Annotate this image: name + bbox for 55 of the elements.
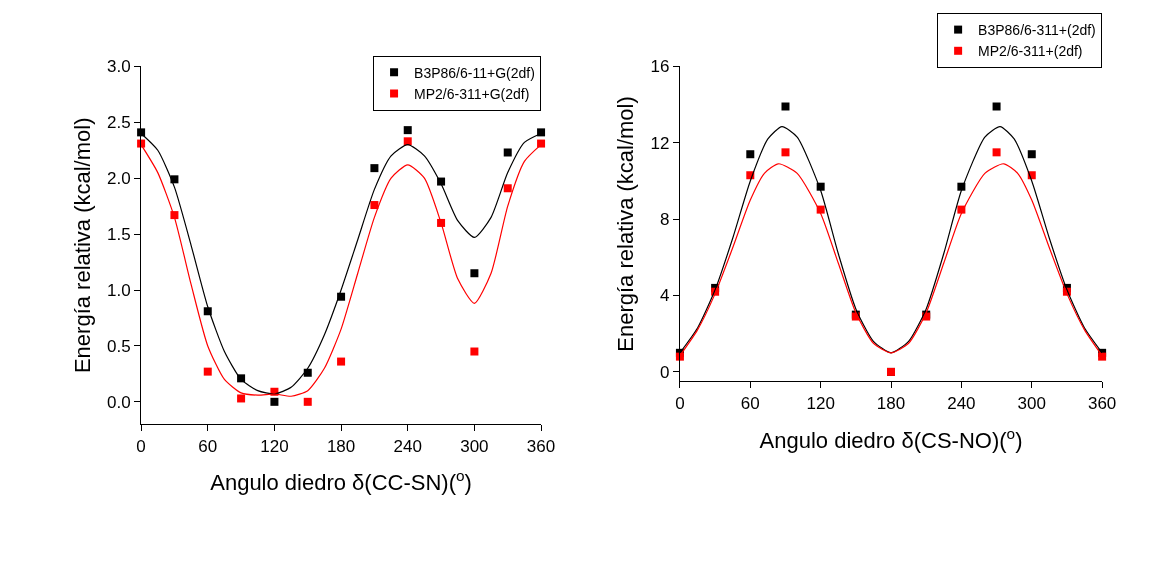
y-tick-label: 8 bbox=[660, 210, 670, 230]
y-tick-label: 2.0 bbox=[107, 169, 131, 189]
point bbox=[503, 184, 512, 193]
legend-label: B3P86/6-11+G(2df) bbox=[414, 64, 535, 81]
y-tick-label: 16 bbox=[650, 57, 670, 77]
x-tick-label: 60 bbox=[740, 393, 760, 413]
x-axis-title: Angulo diedro δ(CS-NO)($^{o}$) bbox=[759, 424, 1023, 453]
point bbox=[470, 269, 479, 278]
x-tick-label: 0 bbox=[136, 436, 146, 456]
x-tick-label: 180 bbox=[326, 436, 356, 456]
x-tick-label: 60 bbox=[198, 436, 218, 456]
point bbox=[537, 128, 546, 137]
legend-label: MP2/6-311+(2df) bbox=[978, 43, 1083, 60]
point bbox=[992, 148, 1001, 157]
point bbox=[992, 102, 1001, 111]
y-axis-title: Energía relativa (kcal/mol) bbox=[613, 96, 639, 352]
y-tick-label: 12 bbox=[650, 133, 670, 153]
y-tick-label: 3.0 bbox=[107, 57, 131, 77]
y-tick-label: 0.5 bbox=[107, 336, 131, 356]
point bbox=[337, 357, 346, 366]
x-tick-label: 360 bbox=[1087, 393, 1117, 413]
y-axis-title: Energía relativa (kcal/mol) bbox=[69, 117, 95, 374]
legend-label: MP2/6-311+G(2df) bbox=[414, 85, 530, 102]
x-tick-label: 240 bbox=[393, 436, 422, 456]
x-tick-label: 180 bbox=[876, 393, 906, 413]
y-tick-label: 2.5 bbox=[107, 113, 131, 133]
x-tick-label: 120 bbox=[260, 436, 289, 456]
point bbox=[237, 394, 246, 403]
point bbox=[303, 397, 312, 406]
point bbox=[1027, 150, 1036, 159]
x-tick-label: 300 bbox=[460, 436, 489, 456]
point bbox=[370, 164, 379, 173]
x-tick-label: 0 bbox=[675, 393, 685, 413]
point bbox=[781, 102, 790, 111]
point bbox=[403, 126, 412, 135]
x-tick-label: 360 bbox=[526, 436, 556, 456]
point bbox=[403, 137, 412, 146]
point bbox=[270, 397, 279, 406]
point bbox=[203, 367, 212, 376]
y-tick-label: 0.0 bbox=[107, 392, 131, 412]
y-tick-label: 0 bbox=[660, 362, 670, 382]
y-tick-label: 1.0 bbox=[107, 280, 131, 300]
x-axis-title: Angulo diedro δ(CC-SN)($^{o}$) bbox=[210, 467, 472, 496]
point bbox=[470, 347, 479, 356]
point bbox=[1098, 352, 1107, 361]
x-tick-label: 240 bbox=[947, 393, 976, 413]
legend-label: B3P86/6-311+(2df) bbox=[978, 22, 1096, 39]
y-tick-label: 1.5 bbox=[107, 225, 131, 245]
y-tick-label: 4 bbox=[660, 286, 670, 306]
x-tick-label: 120 bbox=[806, 393, 835, 413]
point bbox=[781, 148, 790, 157]
point bbox=[746, 150, 755, 159]
x-tick-label: 300 bbox=[1017, 393, 1046, 413]
point bbox=[370, 201, 379, 210]
point bbox=[503, 148, 512, 157]
